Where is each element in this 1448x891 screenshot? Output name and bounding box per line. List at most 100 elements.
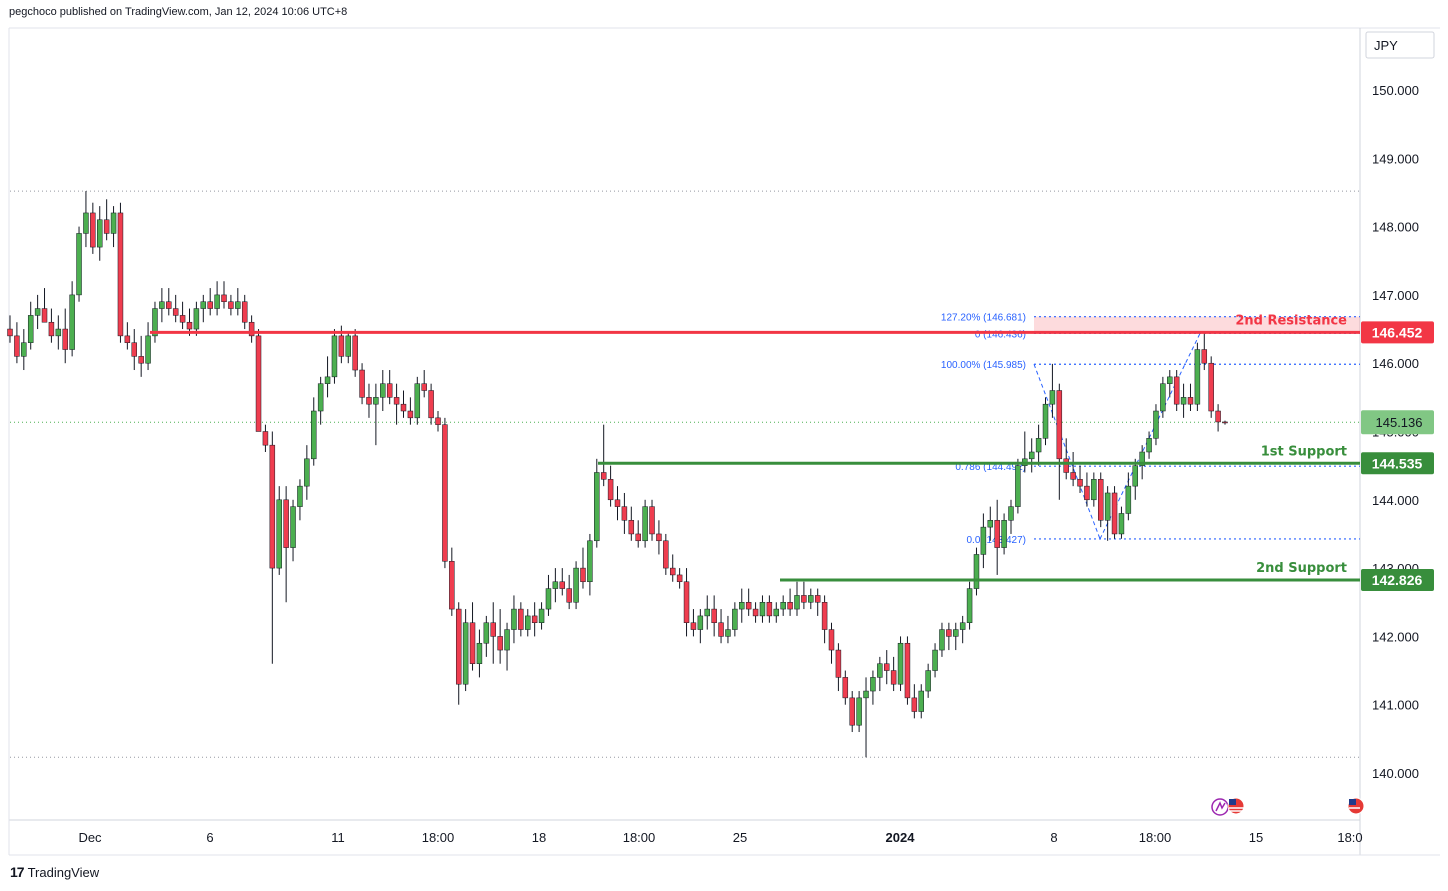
candlestick-series[interactable] [7, 191, 1228, 758]
candle[interactable] [138, 335, 144, 377]
candle[interactable] [27, 301, 34, 350]
candle[interactable] [566, 574, 572, 610]
candle[interactable] [890, 656, 897, 692]
candle[interactable] [752, 602, 759, 623]
support-resistance-levels[interactable]: 2nd Resistance 146.452 1st Support 144.535 2… [150, 313, 1434, 591]
candle[interactable] [690, 609, 697, 637]
fibonacci-extension[interactable]: 127.20% (146.681) 0 (146.436) 100.00% (145… [941, 313, 1360, 546]
candle[interactable] [1167, 370, 1173, 398]
candle[interactable] [1111, 486, 1118, 539]
candle[interactable] [1028, 438, 1035, 473]
candle[interactable] [808, 588, 814, 610]
candle[interactable] [124, 322, 131, 350]
candle[interactable] [166, 288, 172, 316]
candle[interactable] [21, 329, 27, 371]
candle[interactable] [787, 588, 793, 616]
candle[interactable] [883, 650, 890, 685]
candle[interactable] [538, 602, 545, 630]
candle[interactable] [83, 191, 89, 248]
candle[interactable] [718, 609, 724, 644]
candle[interactable] [497, 609, 503, 664]
candle[interactable] [331, 329, 338, 384]
candle[interactable] [842, 670, 849, 705]
candle[interactable] [607, 465, 614, 507]
candle[interactable] [856, 691, 862, 733]
candle[interactable] [587, 533, 593, 596]
candle[interactable] [1042, 397, 1049, 446]
candle[interactable] [980, 513, 987, 569]
candle[interactable] [863, 677, 869, 758]
candle[interactable] [380, 370, 386, 412]
candle[interactable] [235, 288, 241, 316]
candle[interactable] [745, 588, 752, 616]
candle[interactable] [476, 629, 483, 678]
candle[interactable] [7, 315, 13, 343]
candle[interactable] [262, 424, 269, 452]
candle[interactable] [200, 294, 207, 323]
candle[interactable] [290, 499, 296, 562]
candle[interactable] [649, 499, 655, 541]
candle[interactable] [835, 643, 842, 692]
candle[interactable] [1035, 424, 1042, 466]
candle[interactable] [918, 684, 924, 719]
candle[interactable] [69, 281, 75, 357]
candle[interactable] [1132, 458, 1138, 500]
candle[interactable] [172, 294, 179, 323]
candle[interactable] [490, 602, 496, 664]
candle[interactable] [304, 445, 310, 500]
candle[interactable] [55, 315, 62, 350]
candle[interactable] [545, 574, 552, 616]
candle[interactable] [1125, 472, 1132, 521]
candle[interactable] [62, 308, 68, 364]
candle[interactable] [946, 622, 952, 651]
candle[interactable] [1001, 513, 1007, 555]
candle[interactable] [324, 356, 331, 398]
candle[interactable] [552, 568, 559, 603]
candle[interactable] [311, 397, 317, 466]
candle[interactable] [870, 670, 876, 705]
candle[interactable] [932, 643, 938, 678]
candle[interactable] [759, 595, 766, 623]
candle[interactable] [297, 479, 303, 521]
candle[interactable] [241, 294, 248, 330]
candle[interactable] [814, 588, 821, 616]
candle[interactable] [580, 547, 586, 589]
candle[interactable] [600, 424, 607, 487]
candle[interactable] [317, 376, 324, 425]
candle[interactable] [573, 561, 579, 610]
candle[interactable] [442, 417, 448, 569]
candle[interactable] [449, 547, 455, 616]
candle[interactable] [559, 568, 566, 596]
candle[interactable] [269, 431, 276, 664]
candle[interactable] [1077, 465, 1083, 493]
candle[interactable] [14, 322, 20, 364]
candle[interactable] [407, 397, 414, 425]
candle[interactable] [621, 492, 628, 534]
candle[interactable] [110, 206, 117, 248]
candle[interactable] [462, 609, 469, 692]
us-flag-event-icon[interactable] [1211, 797, 1245, 816]
candle[interactable] [352, 329, 358, 377]
candle[interactable] [732, 602, 738, 637]
candle[interactable] [614, 486, 621, 521]
candle[interactable] [904, 636, 911, 705]
candle[interactable] [966, 581, 973, 630]
candle[interactable] [1063, 438, 1069, 480]
candle[interactable] [663, 533, 669, 575]
candle[interactable] [283, 486, 289, 603]
candle[interactable] [973, 547, 980, 596]
candle[interactable] [455, 602, 462, 705]
candle[interactable] [739, 588, 745, 623]
candle[interactable] [255, 329, 262, 432]
candle[interactable] [400, 390, 407, 418]
candle[interactable] [1091, 472, 1097, 507]
candle[interactable] [221, 281, 227, 309]
candle[interactable] [676, 568, 683, 589]
candle[interactable] [725, 615, 731, 644]
candle[interactable] [414, 376, 421, 425]
candle[interactable] [345, 332, 352, 364]
candle[interactable] [76, 226, 82, 302]
candle[interactable] [103, 199, 110, 241]
candle[interactable] [987, 506, 994, 541]
